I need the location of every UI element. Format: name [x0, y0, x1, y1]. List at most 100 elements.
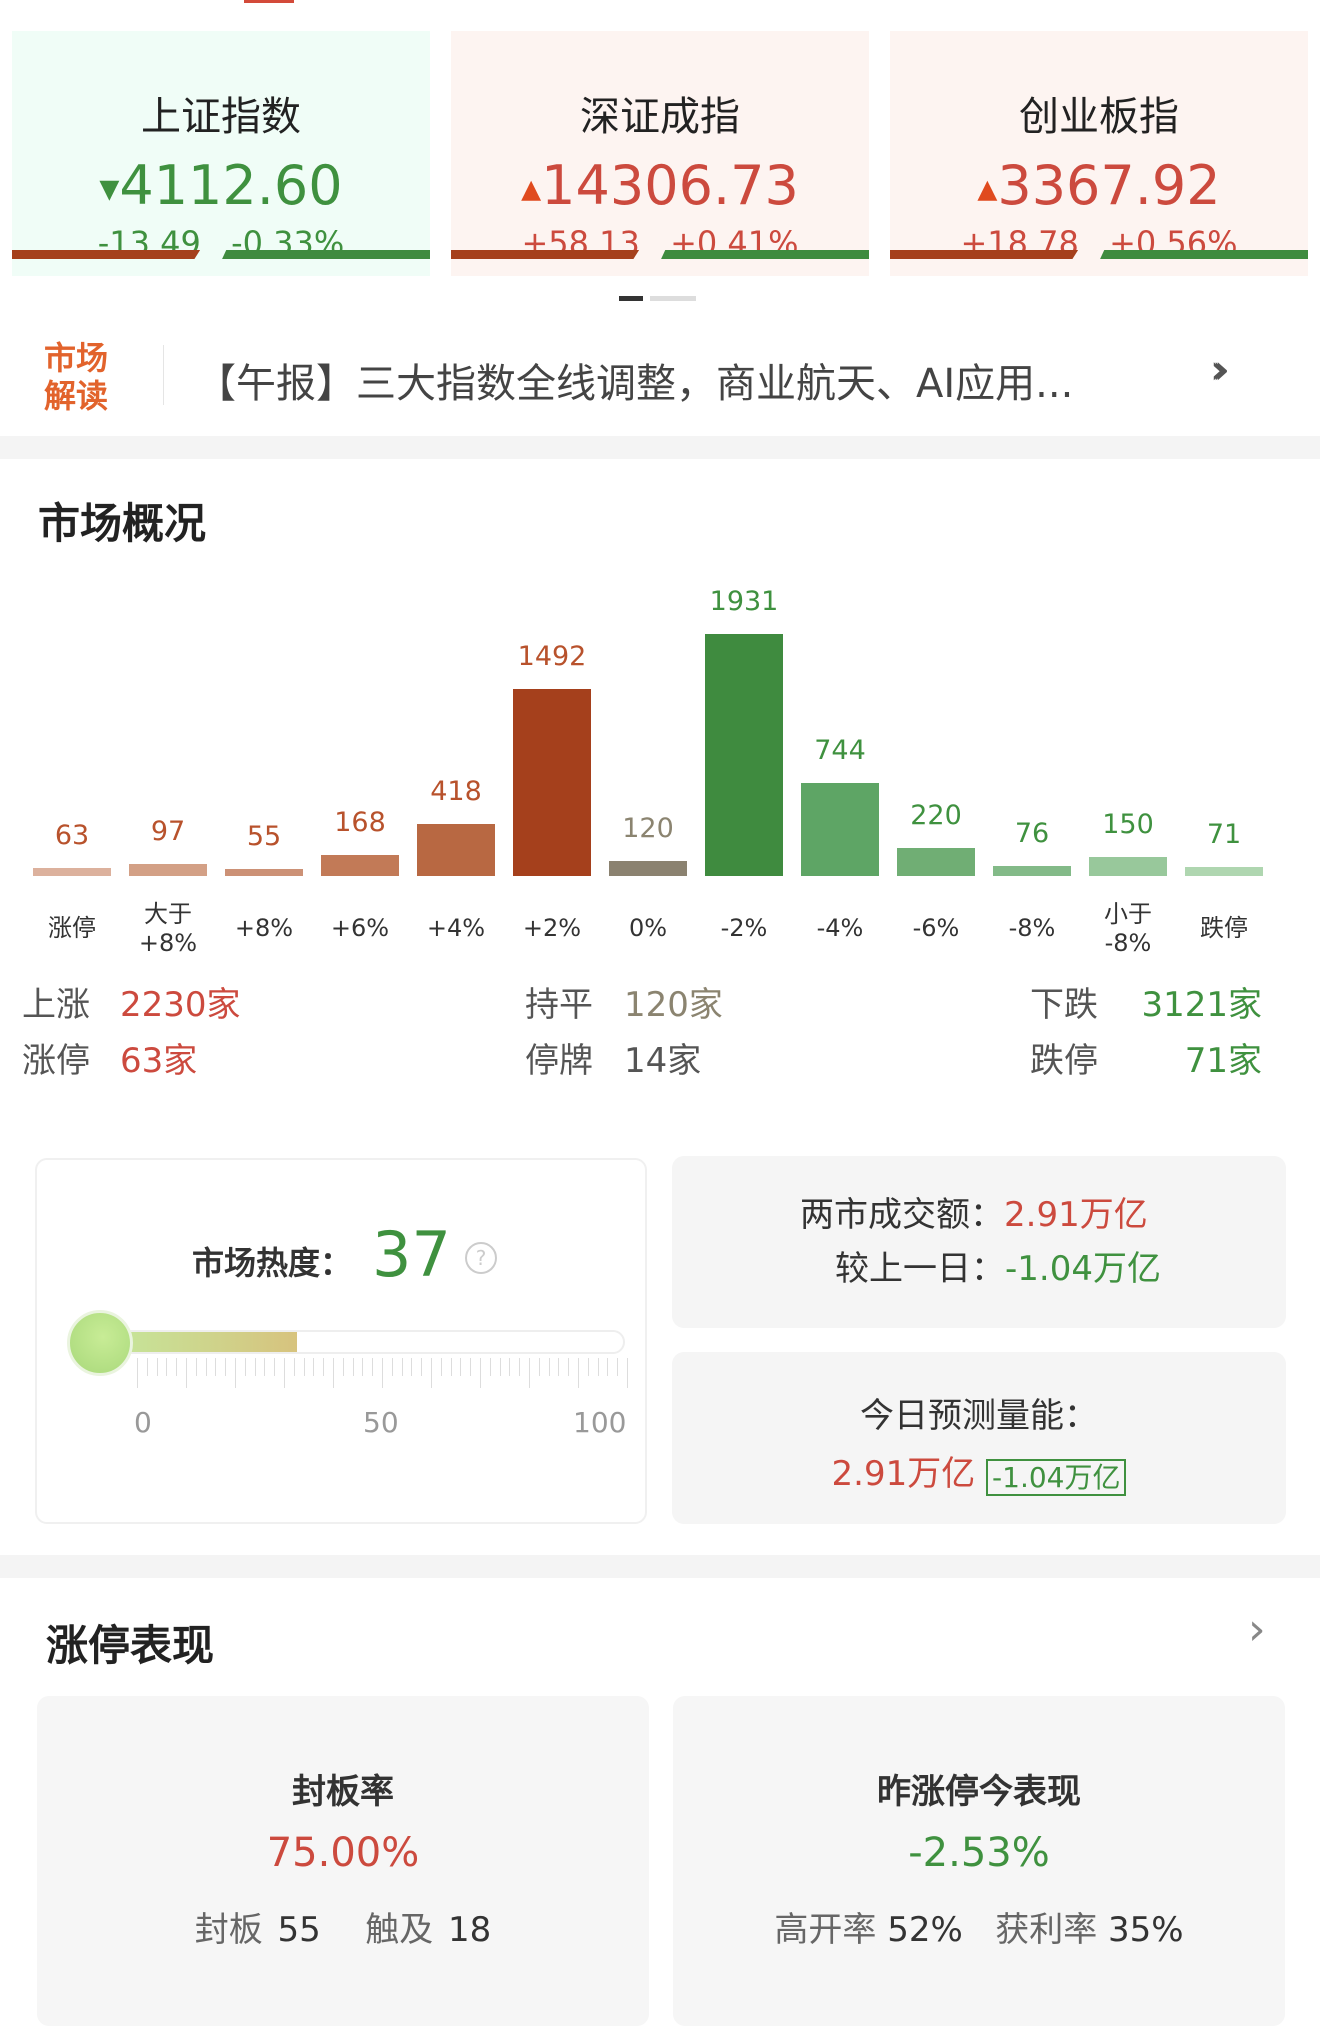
scale-tick [323, 1358, 325, 1376]
section-divider [0, 436, 1320, 459]
seal-rate-title: 封板率 [292, 1772, 394, 1812]
index-name: 创业板指 [1019, 94, 1179, 140]
category-label: -4% [816, 914, 864, 942]
up-arrow-icon: ▲ [977, 174, 998, 205]
bar-value-label: 744 [814, 734, 866, 766]
chevron-right-icon[interactable]: › [1248, 1604, 1266, 1655]
scale-tick [489, 1358, 491, 1376]
down-label: 下跌 [1030, 985, 1098, 1025]
up-value: 2230家 [120, 985, 241, 1025]
flat-label: 持平 [525, 985, 593, 1025]
yesterday-value: -2.53% [908, 1830, 1050, 1876]
seal-rate-card[interactable]: 封板率 75.00% 封板 55 触及 18 [37, 1696, 649, 2026]
scale-tick [538, 1358, 540, 1376]
scale-tick [587, 1358, 589, 1376]
question-circle-icon[interactable]: ? [465, 1242, 497, 1274]
scale-tick [460, 1358, 462, 1376]
bar-value-label: 1931 [709, 586, 779, 617]
limit-up-value: 63家 [120, 1041, 198, 1081]
scale-tick [382, 1358, 383, 1388]
scale-tick [176, 1358, 178, 1376]
scale-tick [284, 1358, 285, 1388]
turnover-label: 两市成交额： [800, 1195, 1004, 1235]
bar [513, 689, 591, 876]
scale-tick [195, 1358, 197, 1376]
forecast-value: 2.91万亿 [831, 1454, 976, 1494]
news-ticker[interactable]: 市场 解读 【午报】三大指数全线调整，商业航天、AI应用... ››› [0, 327, 1320, 427]
bar [609, 860, 687, 876]
scale-tick [431, 1358, 432, 1388]
seal-rate-value: 75.00% [266, 1830, 420, 1876]
bar-value-label: 120 [622, 812, 674, 844]
forecast-card[interactable]: 今日预测量能： 2.91万亿 -1.04万亿 [672, 1352, 1286, 1524]
heat-tick-label: 0 [134, 1406, 152, 1439]
limit-down-label: 跌停 [1030, 1041, 1098, 1081]
limit-up-label: 涨停 [22, 1041, 90, 1081]
category-label: +8% [234, 914, 294, 942]
scale-tick [391, 1358, 393, 1376]
scale-tick [235, 1358, 236, 1388]
up-arrow-icon: ▲ [521, 174, 542, 205]
category-label: +4% [426, 914, 486, 942]
index-card-shenzhen[interactable]: 深证成指 ▲14306.73 +58.13 +0.41% [451, 31, 869, 276]
page-dot[interactable] [650, 296, 696, 301]
divider [163, 345, 164, 405]
index-value: ▲3367.92 [977, 154, 1221, 217]
bar-value-label: 71 [1206, 819, 1242, 851]
category-label: +2% [522, 914, 582, 942]
bar [705, 634, 783, 876]
heat-fill [112, 1332, 297, 1352]
scale-tick [303, 1358, 305, 1376]
bar [321, 854, 399, 876]
category-label: -2% [720, 914, 768, 942]
scale-tick [401, 1358, 403, 1376]
bar-value-label: 63 [54, 820, 90, 852]
scale-tick [156, 1358, 158, 1376]
heat-tick-label: 50 [363, 1406, 399, 1439]
turnover-value: 2.91万亿 [1004, 1195, 1148, 1235]
turnover-card[interactable]: 两市成交额：2.91万亿 较上一日：-1.04万亿 [672, 1156, 1286, 1328]
bar [993, 866, 1071, 876]
scale-tick [578, 1358, 579, 1388]
scale-tick [627, 1358, 628, 1388]
limit-down-value: 71家 [1184, 1041, 1262, 1081]
scale-tick [568, 1358, 570, 1376]
profit-value: 35% [1108, 1910, 1184, 1950]
category-label: 跌停 [1200, 914, 1248, 942]
sealed-value: 55 [277, 1910, 321, 1950]
touched-value: 18 [448, 1910, 492, 1950]
scale-tick [607, 1358, 609, 1376]
scale-tick [333, 1358, 334, 1388]
market-heat-card[interactable]: 市场热度： 37 ? 0 50 100 [35, 1158, 647, 1524]
scale-tick [166, 1358, 168, 1376]
scale-tick [372, 1358, 374, 1376]
index-card-chinext[interactable]: 创业板指 ▲3367.92 +18.78 +0.56% [890, 31, 1308, 276]
scale-tick [362, 1358, 364, 1376]
index-name: 上证指数 [141, 94, 301, 140]
bar-value-label: 1492 [517, 641, 587, 673]
scale-tick [225, 1358, 227, 1376]
scale-tick [313, 1358, 315, 1376]
index-card-shanghai[interactable]: 上证指数 ▼4112.60 -13.49 -0.33% [12, 31, 430, 276]
yesterday-limit-card[interactable]: 昨涨停今表现 -2.53% 高开率 52% 获利率 35% [673, 1696, 1285, 2026]
tag-line: 解读 [44, 377, 109, 415]
heat-tick-label: 100 [573, 1406, 627, 1439]
bar [1089, 857, 1167, 876]
bar-value-label: 97 [150, 815, 186, 847]
news-headline[interactable]: 【午报】三大指数全线调整，商业航天、AI应用... [196, 361, 1074, 407]
page-dot-active[interactable] [619, 296, 643, 301]
triple-chevron-right-icon[interactable]: ››› [1210, 347, 1230, 393]
flat-value: 120家 [624, 985, 723, 1025]
bar-value-label: 168 [334, 806, 386, 838]
bar [897, 848, 975, 876]
category-label: 0% [628, 914, 668, 942]
bar-value-label: 76 [1014, 818, 1050, 850]
sealed-label: 封板 [194, 1910, 263, 1950]
scale-tick [352, 1358, 354, 1376]
category-label: 涨停 [48, 914, 96, 942]
breadth-bar [12, 250, 430, 259]
scale-tick [137, 1358, 138, 1388]
compare-label: 较上一日： [835, 1249, 1005, 1289]
forecast-label: 今日预测量能： [860, 1396, 1098, 1436]
heat-bulb [67, 1310, 133, 1376]
